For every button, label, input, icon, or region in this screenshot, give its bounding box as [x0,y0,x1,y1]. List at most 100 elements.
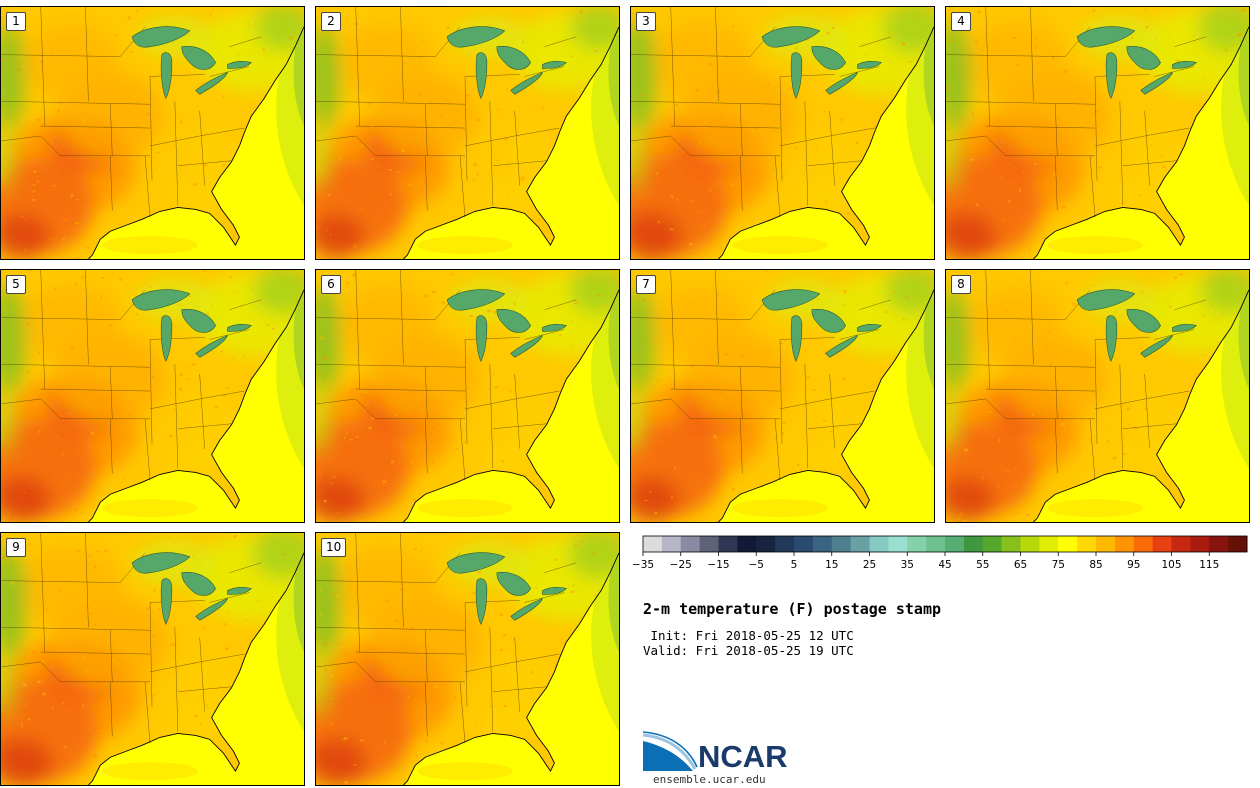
temperature-colorbar: −35 −25 −15 −5 5 15 25 35 45 55 65 75 85 95 105 115 [632,535,1248,571]
great-lakes [761,26,882,99]
lake-ontario [227,60,252,69]
lake-superior [131,289,191,311]
colorbar-swatch [1114,536,1135,552]
great-lakes [1076,289,1197,362]
temperature-map-2 [316,7,619,259]
gulf-warm-patch [1047,236,1143,255]
init-time: Init: Fri 2018-05-25 12 UTC [643,628,854,643]
great-lakes [446,552,567,625]
atlantic-cool-band [608,270,619,390]
lake-ontario [542,323,567,332]
plot-title: 2-m temperature (F) postage stamp [643,600,942,618]
colorbar-swatch [888,536,908,552]
lake-michigan [790,315,803,362]
lake-huron [811,46,846,70]
atlantic-cool-band [293,270,304,390]
panel-label: 5 [6,275,26,294]
colorbar-swatch [680,536,701,552]
lake-michigan [475,315,488,362]
map-panel-7: 7 [630,269,935,523]
lake-ontario [542,586,567,595]
lake-superior [131,26,191,48]
lake-huron [181,46,216,70]
colorbar-swatch [1171,536,1191,552]
great-lakes [446,26,567,99]
colorbar-tick-label: −15 [707,559,729,571]
valid-time: Valid: Fri 2018-05-25 19 UTC [643,643,854,658]
great-lakes [131,289,252,362]
atlantic-cool-band [923,7,934,127]
coastline [403,289,619,522]
lake-michigan [160,315,173,362]
colorbar-swatch [1039,536,1059,552]
colorbar-swatch [718,536,738,552]
atlantic-cool-band [293,7,304,127]
atlantic-cool-band [608,7,619,127]
lake-erie [195,597,228,621]
map-panel-3: 3 [630,6,935,260]
lake-ontario [857,60,882,69]
lake-huron [496,572,531,596]
panel-label: 1 [6,12,26,31]
colorbar-swatch [699,536,720,552]
colorbar-tick-label: 115 [1199,559,1219,571]
panel-label: 7 [636,275,656,294]
coastline [88,289,304,522]
colorbar-swatch [1077,536,1097,552]
colorbar-tick-label: 85 [1089,559,1102,571]
state-boundaries [316,7,577,218]
colorbar-swatch [926,536,946,552]
temperature-map-10 [316,533,619,785]
lake-superior [446,289,506,311]
colorbar-tick-label: 5 [791,559,798,571]
atlantic-cool-band [293,533,304,653]
colorbar-swatch [907,536,927,552]
colorbar-swatch [1001,536,1022,552]
colorbar-tick-label: 45 [938,559,951,571]
colorbar-tick-label: −25 [670,559,692,571]
ncar-logo-text: NCAR [698,739,788,774]
state-boundaries [631,270,892,481]
temperature-map-5 [1,270,304,522]
colorbar-swatch [661,536,682,552]
gulf-warm-patch [102,499,198,518]
colorbar-swatch [945,536,965,552]
colorbar-tick-label: −35 [632,559,654,571]
colorbar-swatch [812,536,833,552]
atlantic-cool-band [608,533,619,653]
lake-erie [195,334,228,358]
colorbar-swatch [1190,536,1210,552]
lake-superior [446,552,506,574]
lake-michigan [160,52,173,99]
ncar-logo-icon [643,731,698,771]
colorbar-swatch [1133,536,1154,552]
temperature-map-3 [631,7,934,259]
lake-erie [510,334,543,358]
lake-superior [446,26,506,48]
lake-superior [1076,26,1136,48]
panel-label: 8 [951,275,971,294]
great-lakes [761,289,882,362]
colorbar-tick-label: −5 [749,559,764,571]
lake-ontario [1172,60,1197,69]
lake-michigan [790,52,803,99]
lake-erie [195,71,228,95]
colorbar-swatch [1228,536,1248,552]
lake-huron [181,572,216,596]
colorbar-swatch [737,536,757,552]
colorbar-swatch [756,536,776,552]
map-panel-8: 8 [945,269,1250,523]
colorbar-swatch [963,536,984,552]
coastline [1033,26,1249,259]
temperature-map-7 [631,270,934,522]
coastline [88,552,304,785]
lake-michigan [1105,52,1118,99]
atlantic-cool-band [1238,7,1249,127]
lake-huron [1126,46,1161,70]
lake-michigan [475,578,488,625]
lake-erie [510,71,543,95]
state-boundaries [1,270,262,481]
colorbar-swatch [982,536,1003,552]
colorbar-swatch [794,536,814,552]
gulf-warm-patch [1047,499,1143,518]
